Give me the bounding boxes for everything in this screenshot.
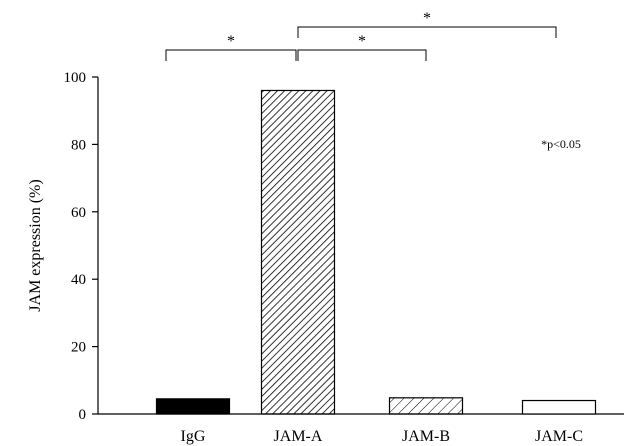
y-tick-label: 40 [71,272,86,288]
y-ticks: 0 20 40 60 80 100 [64,70,98,423]
category-label-igg: IgG [181,428,206,445]
y-tick-label: 60 [71,205,86,221]
y-tick-label: 20 [71,340,86,356]
bar-igg [155,398,231,415]
significance-brackets: * * * [165,10,557,61]
category-label-jam-b: JAM-B [402,428,450,445]
y-axis-label: JAM expression (%) [27,179,44,311]
significance-bracket [165,49,297,61]
significance-bracket [297,49,427,61]
bars [155,89,597,415]
bar-jam-a [260,89,336,415]
y-tick-label: 100 [64,70,87,86]
significance-bracket [297,26,557,38]
bar-jam-b [388,397,464,415]
significance-note: *p<0.05 [541,137,581,151]
significance-star: * [358,33,366,50]
y-tick-label: 80 [71,137,86,153]
category-labels: IgG JAM-A JAM-B JAM-C [181,428,583,445]
category-label-jam-c: JAM-C [535,428,583,445]
y-axis: 0 20 40 60 80 100 [64,70,99,423]
bar-jam-c [521,399,597,415]
y-tick-label: 0 [79,407,87,423]
significance-star: * [227,33,235,50]
category-label-jam-a: JAM-A [274,428,323,445]
significance-star: * [423,10,431,27]
